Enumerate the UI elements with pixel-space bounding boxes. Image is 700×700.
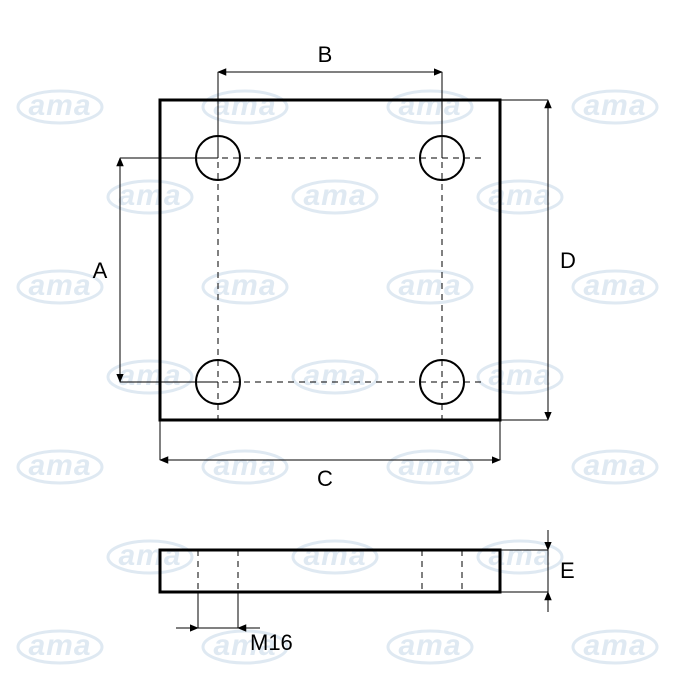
watermark-logo: ama: [108, 359, 192, 393]
watermark-logo: ama: [573, 269, 657, 303]
watermark-logo: ama: [478, 539, 562, 573]
watermark-logo: ama: [18, 449, 102, 483]
svg-text:ama: ama: [213, 89, 276, 122]
svg-text:ama: ama: [213, 269, 276, 302]
svg-text:ama: ama: [583, 269, 646, 302]
watermark-logo: ama: [203, 269, 287, 303]
technical-drawing: ama ama ama ama ama ama ama ama ama ama ama ama ama a…: [0, 0, 700, 700]
watermark-logo: ama: [293, 359, 377, 393]
watermark-logo: ama: [18, 629, 102, 663]
dim-label-C: C: [317, 466, 333, 491]
svg-text:ama: ama: [213, 449, 276, 482]
svg-text:ama: ama: [28, 449, 91, 482]
watermark-logo: ama: [293, 539, 377, 573]
watermark-logo: ama: [18, 269, 102, 303]
svg-text:ama: ama: [488, 359, 551, 392]
watermark-logo: ama: [203, 449, 287, 483]
svg-text:ama: ama: [398, 89, 461, 122]
svg-text:ama: ama: [28, 89, 91, 122]
svg-text:ama: ama: [303, 179, 366, 212]
watermark-logo: ama: [573, 629, 657, 663]
svg-text:ama: ama: [583, 449, 646, 482]
watermark-logo: ama: [388, 629, 472, 663]
watermark-logo: ama: [573, 89, 657, 123]
dim-label-A: A: [93, 258, 108, 283]
watermark-logo: ama: [108, 179, 192, 213]
watermark-logo: ama: [478, 359, 562, 393]
watermark-logo: ama: [293, 179, 377, 213]
svg-text:ama: ama: [118, 179, 181, 212]
watermark-logo: ama: [388, 449, 472, 483]
watermark-logo: ama: [203, 89, 287, 123]
svg-text:ama: ama: [583, 629, 646, 662]
watermark-logo: ama: [388, 89, 472, 123]
svg-text:ama: ama: [28, 269, 91, 302]
svg-text:ama: ama: [303, 359, 366, 392]
svg-text:ama: ama: [303, 539, 366, 572]
dim-label-B: B: [318, 42, 333, 67]
svg-text:ama: ama: [118, 359, 181, 392]
dim-label-E: E: [560, 558, 575, 583]
svg-text:ama: ama: [398, 269, 461, 302]
watermark-logo: ama: [478, 179, 562, 213]
svg-text:ama: ama: [488, 179, 551, 212]
dim-label-D: D: [560, 248, 576, 273]
dim-label-thread: M16: [250, 630, 293, 655]
svg-text:ama: ama: [488, 539, 551, 572]
svg-text:ama: ama: [583, 89, 646, 122]
svg-text:ama: ama: [118, 539, 181, 572]
plate-top-view: [120, 72, 548, 460]
watermark-logo: ama: [18, 89, 102, 123]
watermark-logo: ama: [573, 449, 657, 483]
svg-text:ama: ama: [398, 629, 461, 662]
svg-text:ama: ama: [28, 629, 91, 662]
watermark-logo: ama: [388, 269, 472, 303]
watermark-logo: ama: [108, 539, 192, 573]
svg-text:ama: ama: [398, 449, 461, 482]
